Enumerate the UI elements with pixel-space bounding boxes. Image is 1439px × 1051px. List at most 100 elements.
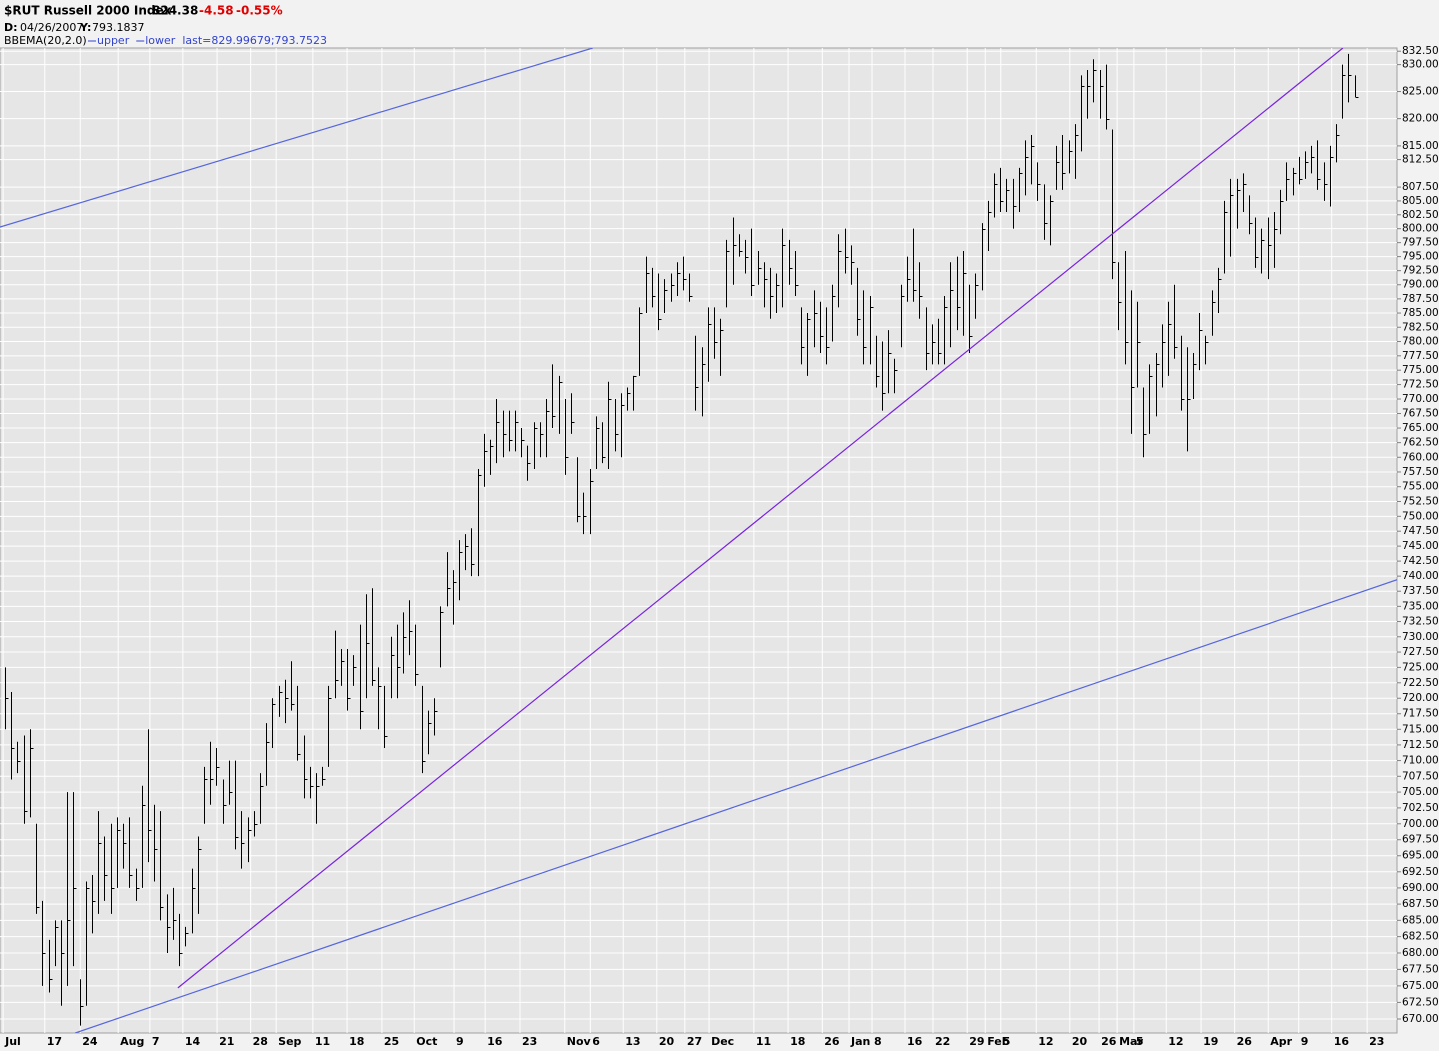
x-tick-label: 16 bbox=[487, 1035, 503, 1048]
x-tick-label: 5 bbox=[1136, 1035, 1144, 1048]
x-tick-label: 12 bbox=[1168, 1035, 1183, 1048]
plot-area bbox=[0, 47, 1398, 1034]
x-tick-label: 5 bbox=[1003, 1035, 1011, 1048]
x-tick-label: Sep bbox=[278, 1035, 301, 1048]
y-tick-label: 775.00 bbox=[1402, 364, 1439, 376]
x-tick-label: 20 bbox=[659, 1035, 675, 1048]
y-tick-label: 782.50 bbox=[1402, 321, 1439, 333]
trendline bbox=[75, 579, 1397, 1033]
y-tick-label: 772.50 bbox=[1402, 379, 1439, 391]
y-tick-label: 815.00 bbox=[1402, 140, 1439, 152]
x-tick-label: 8 bbox=[874, 1035, 882, 1048]
y-tick-label: 725.00 bbox=[1402, 661, 1439, 673]
y-tick-label: 720.00 bbox=[1402, 692, 1439, 704]
y-tick-label: 677.50 bbox=[1402, 963, 1439, 975]
x-tick-label: 9 bbox=[456, 1035, 464, 1048]
y-tick-label: 832.50 bbox=[1402, 45, 1439, 57]
x-tick-label: 26 bbox=[1101, 1035, 1117, 1048]
y-tick-label: 705.00 bbox=[1402, 786, 1439, 798]
y-tick-label: 805.00 bbox=[1402, 195, 1439, 207]
y-tick-label: 745.00 bbox=[1402, 540, 1439, 552]
y-tick-label: 760.00 bbox=[1402, 451, 1439, 463]
x-tick-label: 28 bbox=[253, 1035, 268, 1048]
y-tick-label: 717.50 bbox=[1402, 708, 1439, 720]
y-tick-label: 702.50 bbox=[1402, 802, 1439, 814]
date-value: 04/26/2007 bbox=[20, 21, 83, 34]
last-price: 824.38 bbox=[152, 4, 198, 18]
y-tick-label: 690.00 bbox=[1402, 882, 1439, 894]
y-value: 793.1837 bbox=[92, 21, 145, 34]
y-tick-label: 700.00 bbox=[1402, 818, 1439, 830]
x-tick-label: 14 bbox=[185, 1035, 201, 1048]
chart-title: $RUT Russell 2000 Index bbox=[4, 4, 172, 18]
x-tick-label: 22 bbox=[935, 1035, 950, 1048]
y-tick-label: 765.00 bbox=[1402, 422, 1439, 434]
legend-label: upper bbox=[97, 34, 130, 47]
x-tick-label: 16 bbox=[1334, 1035, 1350, 1048]
grid: 832.50 830.00 825.00 820.00 815.00 812.50 807.… bbox=[0, 45, 1439, 1048]
x-tick-label: 7 bbox=[152, 1035, 160, 1048]
y-tick-label: 752.50 bbox=[1402, 495, 1439, 507]
x-tick-label: 19 bbox=[1203, 1035, 1218, 1048]
y-tick-label: 750.00 bbox=[1402, 510, 1439, 522]
x-tick-label: 29 bbox=[969, 1035, 984, 1048]
x-tick-label: 21 bbox=[219, 1035, 234, 1048]
legend: upper lower last=829.99679;793.7523 bbox=[88, 34, 327, 47]
y-tick-label: 795.00 bbox=[1402, 251, 1439, 263]
x-tick-label: Oct bbox=[416, 1035, 437, 1048]
trendline bbox=[177, 48, 1344, 989]
y-tick-label: 727.50 bbox=[1402, 646, 1439, 658]
x-tick-label: 11 bbox=[756, 1035, 771, 1048]
x-tick-label: 12 bbox=[1038, 1035, 1053, 1048]
y-tick-label: 812.50 bbox=[1402, 154, 1439, 166]
y-tick-label: 715.00 bbox=[1402, 723, 1439, 735]
x-tick-label: 27 bbox=[687, 1035, 702, 1048]
x-tick-label: Aug bbox=[120, 1035, 144, 1048]
x-tick-label: 23 bbox=[522, 1035, 537, 1048]
y-tick-label: 685.00 bbox=[1402, 914, 1439, 926]
x-tick-label: 24 bbox=[82, 1035, 98, 1048]
y-tick-label: 825.00 bbox=[1402, 86, 1439, 98]
x-tick-label: 6 bbox=[592, 1035, 600, 1048]
x-tick-label: 17 bbox=[47, 1035, 62, 1048]
y-tick-label: 830.00 bbox=[1402, 59, 1439, 71]
y-tick-label: 780.00 bbox=[1402, 336, 1439, 348]
legend-label: lower bbox=[145, 34, 176, 47]
indicator-last: last=829.99679;793.7523 bbox=[182, 34, 327, 47]
y-tick-label: 692.50 bbox=[1402, 866, 1439, 878]
y-tick-label: 802.50 bbox=[1402, 209, 1439, 221]
x-tick-label: 25 bbox=[384, 1035, 399, 1048]
y-tick-label: 790.00 bbox=[1402, 279, 1439, 291]
y-tick-label: 757.50 bbox=[1402, 466, 1439, 478]
y-tick-label: 687.50 bbox=[1402, 898, 1439, 910]
price-change-pct: -0.55% bbox=[236, 4, 283, 18]
x-tick-label: 11 bbox=[315, 1035, 330, 1048]
x-tick-label: 20 bbox=[1072, 1035, 1088, 1048]
x-tick-label: Mar bbox=[1119, 1035, 1143, 1048]
y-tick-label: 770.00 bbox=[1402, 393, 1439, 405]
x-tick-label: 9 bbox=[1301, 1035, 1309, 1048]
x-tick-label: 23 bbox=[1369, 1035, 1384, 1048]
y-tick-label: 722.50 bbox=[1402, 677, 1439, 689]
y-tick-label: 807.50 bbox=[1402, 181, 1439, 193]
y-tick-label: 682.50 bbox=[1402, 931, 1439, 943]
x-tick-label: Apr bbox=[1270, 1035, 1292, 1048]
y-tick-label: 742.50 bbox=[1402, 555, 1439, 567]
y-tick-label: 730.00 bbox=[1402, 631, 1439, 643]
price-change: -4.58 bbox=[199, 4, 234, 18]
x-tick-label: Jul bbox=[4, 1035, 21, 1048]
y-tick-label: 697.50 bbox=[1402, 834, 1439, 846]
y-tick-label: 800.00 bbox=[1402, 223, 1439, 235]
x-tick-label: 18 bbox=[790, 1035, 805, 1048]
x-tick-label: Jan bbox=[850, 1035, 870, 1048]
y-tick-label: 785.00 bbox=[1402, 307, 1439, 319]
y-tick-label: 675.00 bbox=[1402, 980, 1439, 992]
y-tick-label: 712.50 bbox=[1402, 739, 1439, 751]
y-tick-label: 747.50 bbox=[1402, 525, 1439, 537]
y-label: Y: bbox=[79, 21, 91, 34]
x-tick-label: 13 bbox=[625, 1035, 640, 1048]
y-tick-label: 680.00 bbox=[1402, 947, 1439, 959]
x-tick-label: 16 bbox=[907, 1035, 923, 1048]
marks bbox=[0, 48, 1397, 1033]
